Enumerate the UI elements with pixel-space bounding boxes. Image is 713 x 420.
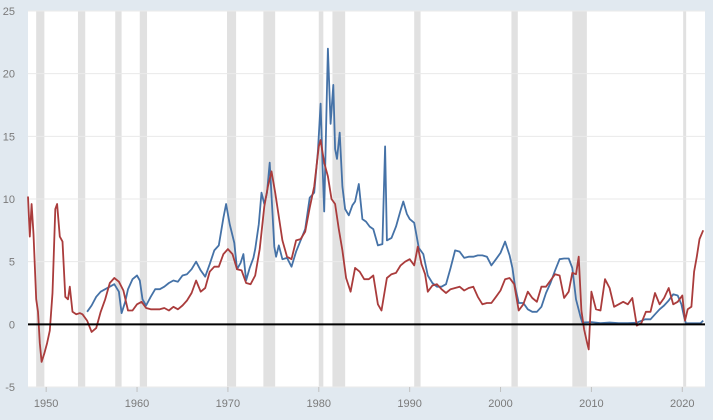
- y-axis-ticks: -5 0 5 10 15 20 25: [3, 6, 15, 394]
- y-tick-label: 5: [9, 257, 15, 269]
- x-tick-label: 2010: [579, 398, 603, 410]
- gridlines: [28, 10, 705, 388]
- x-tick-label: 1970: [216, 398, 240, 410]
- y-tick-label: 20: [3, 69, 15, 81]
- series-line-1: [86, 47, 704, 325]
- series-line-2: [27, 139, 705, 363]
- x-tick-label: 1960: [125, 398, 149, 410]
- x-tick-label: 1980: [307, 398, 331, 410]
- x-tick-label: 2000: [488, 398, 512, 410]
- y-tick-label: 10: [3, 194, 15, 206]
- y-tick-label: 15: [3, 131, 15, 143]
- series-lines: [27, 47, 705, 363]
- x-tick-label: 2020: [670, 398, 694, 410]
- y-tick-label: 25: [3, 6, 15, 18]
- y-tick-label: -5: [5, 382, 15, 394]
- x-tick-label: 1990: [397, 398, 421, 410]
- y-tick-label: 0: [9, 319, 15, 331]
- x-axis-ticks: 1950 1960 1970 1980 1990 2000 2010 2020: [34, 387, 695, 410]
- x-tick-label: 1950: [34, 398, 58, 410]
